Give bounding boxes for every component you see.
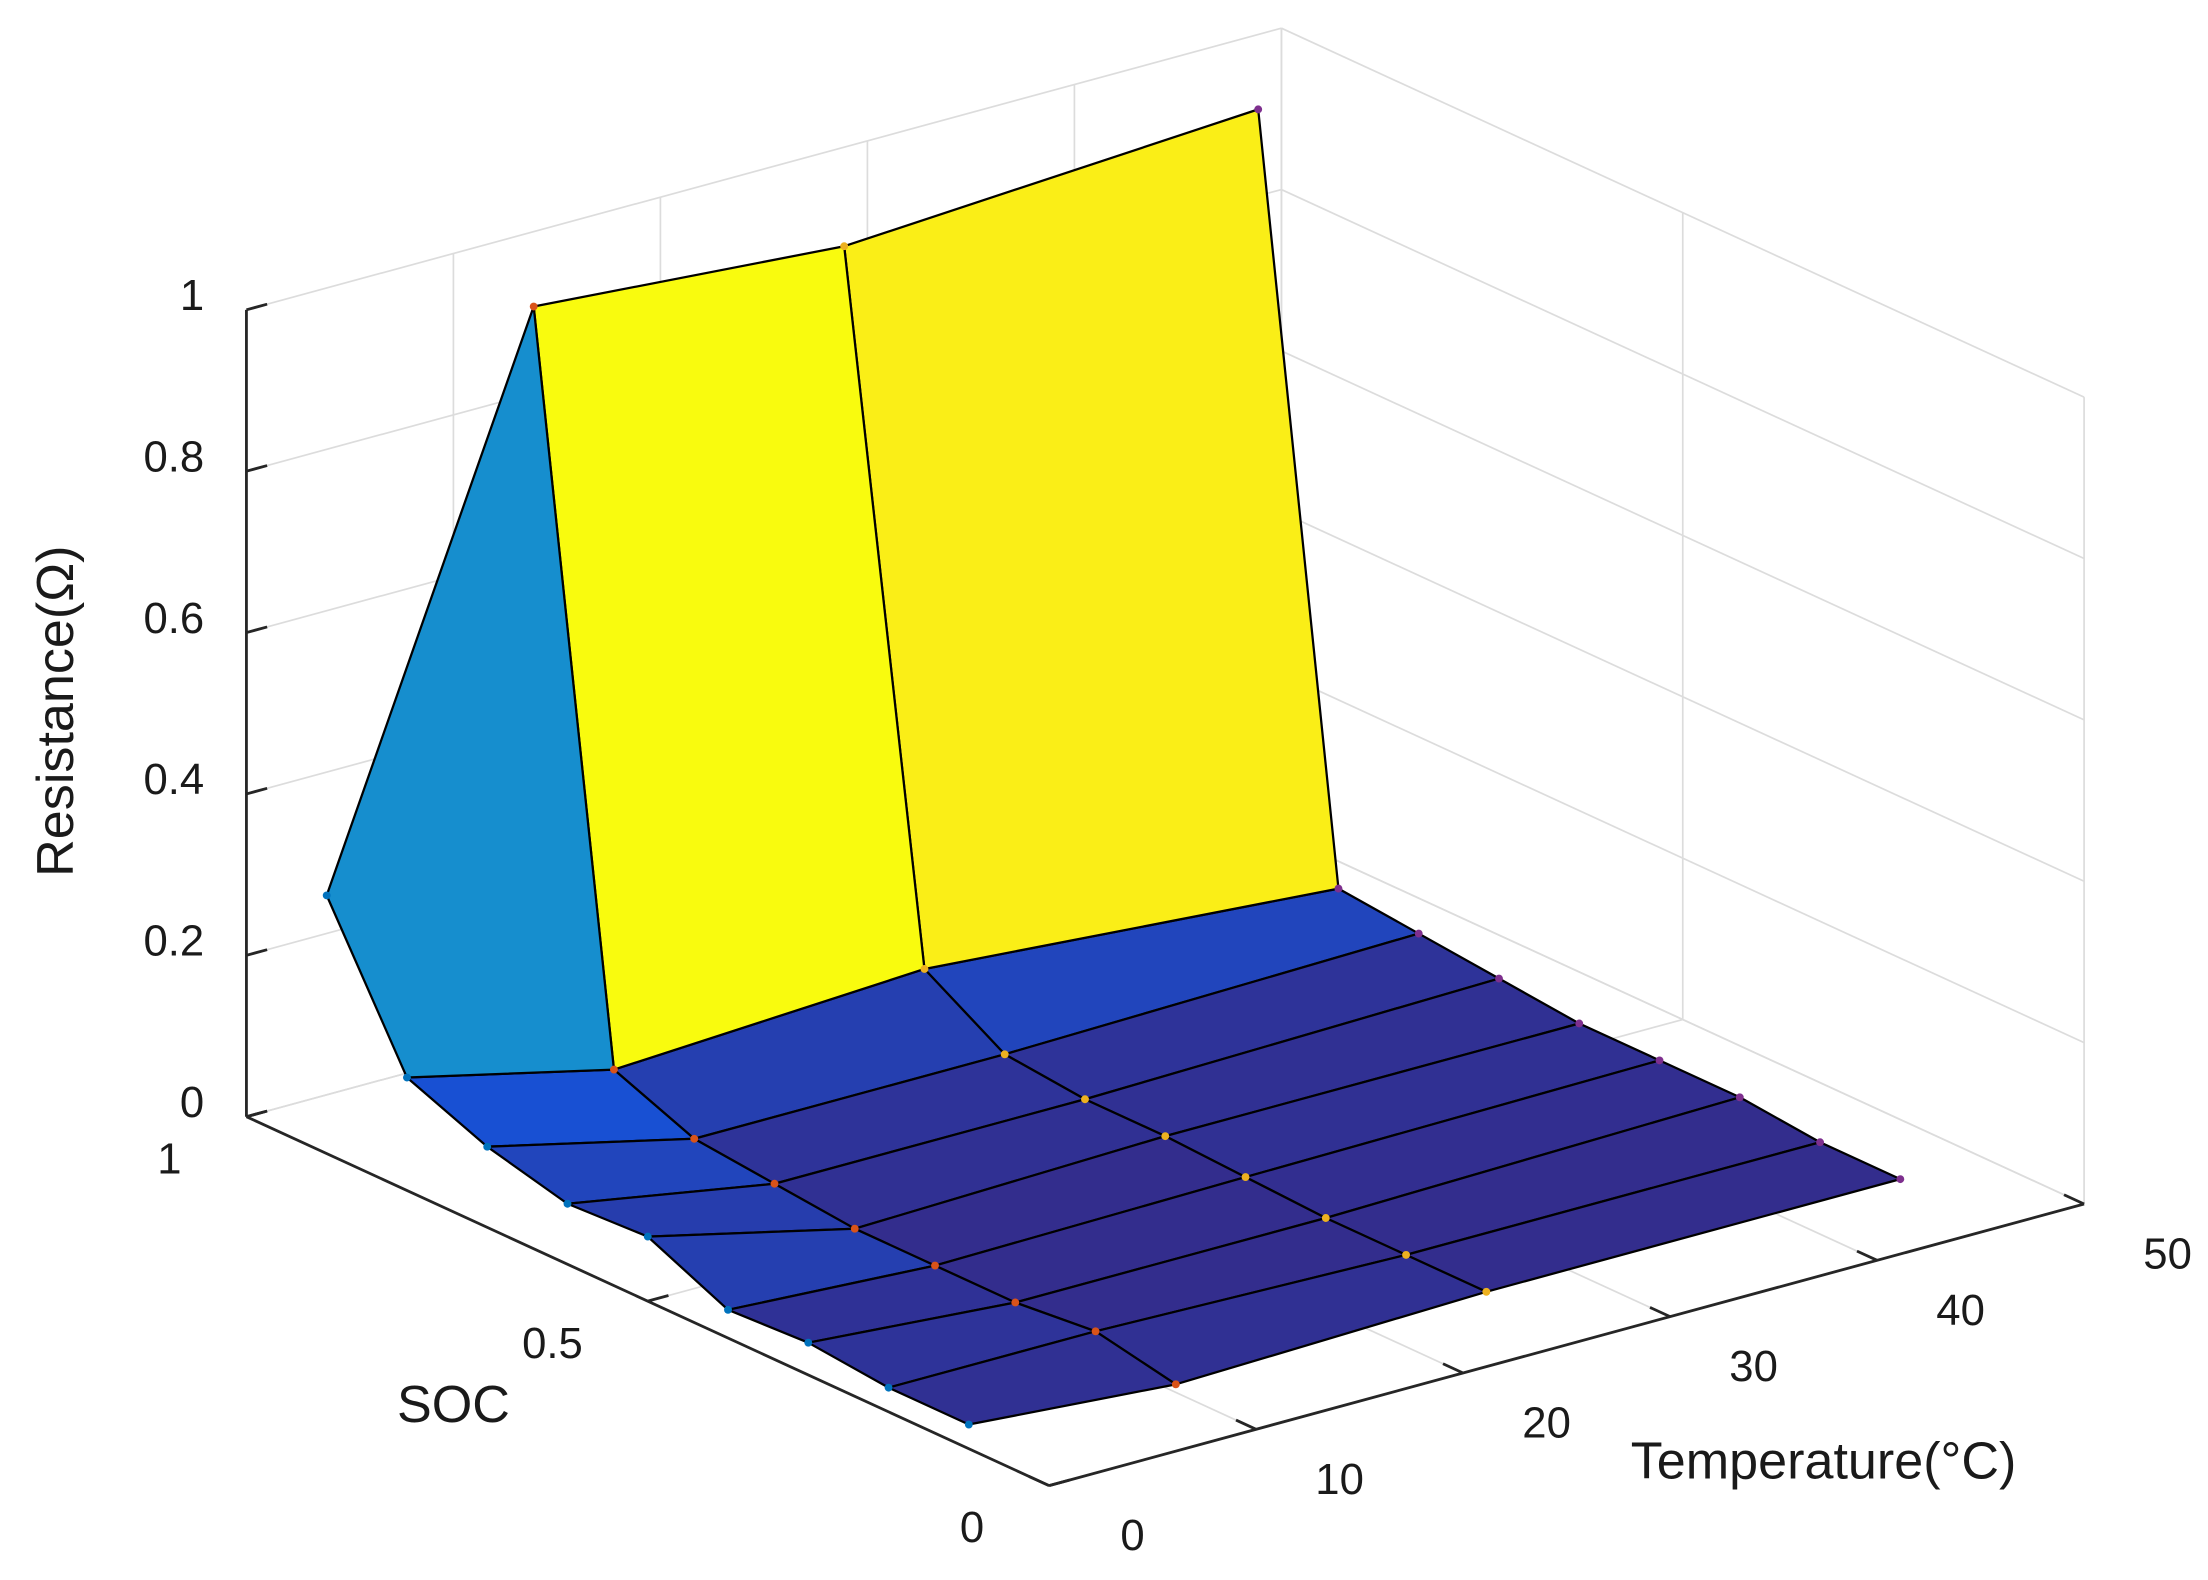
axes-layer <box>245 302 2085 1487</box>
data-point <box>1482 1287 1491 1296</box>
data-point <box>610 1065 618 1074</box>
data-point <box>1655 1056 1664 1065</box>
data-point <box>1575 1019 1584 1028</box>
data-point <box>1896 1175 1905 1184</box>
z-tick <box>246 786 268 796</box>
data-point <box>1241 1173 1250 1182</box>
grid-line <box>1281 27 2085 398</box>
data-point <box>840 242 849 251</box>
data-point <box>1414 929 1423 938</box>
data-point <box>884 1383 893 1392</box>
grid-line <box>1281 511 2085 883</box>
z-tick <box>246 625 268 634</box>
surface-layer <box>325 108 1902 1426</box>
data-point <box>1402 1250 1410 1259</box>
data-point <box>770 1179 779 1188</box>
z-tick <box>246 1109 268 1119</box>
data-point <box>483 1142 492 1151</box>
z-tick-label: 0.8 <box>144 432 205 481</box>
data-point <box>931 1261 939 1270</box>
grid-line <box>1281 350 2085 721</box>
data-point <box>322 891 331 900</box>
data-point <box>563 1199 572 1208</box>
data-point <box>1735 1093 1744 1102</box>
data-point <box>1495 974 1503 983</box>
data-point <box>920 965 929 973</box>
data-point <box>690 1134 699 1143</box>
data-point <box>964 1420 973 1429</box>
z-tick <box>246 302 268 312</box>
marker-layer <box>322 105 1905 1429</box>
data-point <box>1161 1132 1170 1141</box>
z-tick-label: 0 <box>180 1078 204 1127</box>
data-point <box>1171 1380 1180 1389</box>
x-tick-label: 10 <box>1315 1455 1364 1504</box>
x-tick <box>1649 1306 1671 1318</box>
x-tick <box>1856 1249 1878 1262</box>
x-tick-label: 40 <box>1936 1286 1985 1335</box>
data-point <box>724 1305 732 1314</box>
y-tick <box>647 1294 669 1303</box>
y-tick-label: 0.5 <box>522 1319 583 1368</box>
z-axis-label: Resistance(Ω) <box>27 545 85 876</box>
data-point <box>1000 1050 1009 1059</box>
data-point <box>403 1073 411 1082</box>
data-point <box>1081 1095 1089 1104</box>
data-point <box>1011 1298 1020 1307</box>
grid-line <box>246 27 1282 311</box>
x-tick <box>1235 1418 1257 1431</box>
data-point <box>1254 105 1263 114</box>
y-tick <box>1048 1478 1071 1487</box>
x-tick-label: 30 <box>1729 1342 1778 1391</box>
z-tick-label: 0.6 <box>144 594 205 643</box>
data-point <box>643 1232 652 1241</box>
data-point <box>804 1338 813 1347</box>
x-tick-label: 0 <box>1120 1511 1144 1560</box>
x-tick-label: 20 <box>1522 1398 1571 1447</box>
z-tick-label: 0.2 <box>144 917 205 966</box>
y-tick-label: 1 <box>157 1134 181 1183</box>
y-tick-label: 0 <box>960 1503 984 1552</box>
data-point <box>850 1224 859 1233</box>
surface-face <box>843 108 1340 971</box>
z-tick-label: 1 <box>180 271 204 320</box>
grid-line <box>1281 834 2085 1205</box>
data-point <box>529 302 538 311</box>
z-tick-label: 0.4 <box>144 755 205 804</box>
data-point <box>1334 884 1343 893</box>
x-axis-label: Temperature(°C) <box>1631 1432 2017 1490</box>
x-tick-label: 50 <box>2143 1229 2192 1278</box>
data-point <box>1091 1327 1100 1336</box>
y-axis-label: SOC <box>397 1376 510 1434</box>
x-tick <box>1442 1362 1464 1375</box>
x-tick <box>2063 1193 2085 1206</box>
z-tick <box>246 464 268 473</box>
data-point <box>1816 1138 1824 1147</box>
z-tick <box>246 948 268 957</box>
x-tick <box>1028 1475 1050 1487</box>
data-point <box>1321 1214 1330 1222</box>
axis-line <box>1048 1202 2085 1487</box>
grid-line <box>1281 672 2085 1044</box>
label-layer: Temperature(°C) SOC Resistance(Ω) 010203… <box>27 271 2192 1560</box>
grid-line <box>1281 188 2085 560</box>
